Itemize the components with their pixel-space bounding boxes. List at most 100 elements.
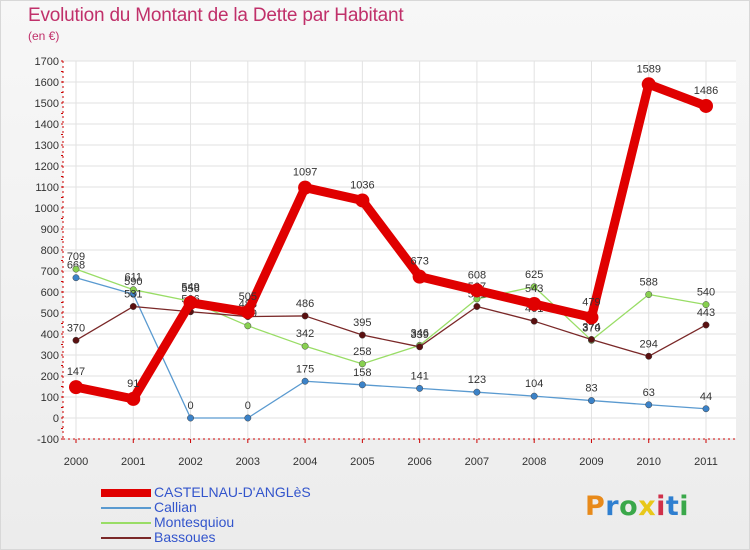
data-label-castelnau-d-angl-s: 608 [468,269,486,281]
data-point-montesquiou [702,301,710,309]
legend-label-bassoues: Bassoues [154,529,216,545]
data-point-callian [358,381,366,389]
data-point-callian [301,377,309,385]
data-label-montesquiou: 342 [296,328,314,340]
y-tick-label: 1200 [35,161,59,173]
y-tick-label: 0 [53,413,59,425]
y-tick-label: 300 [41,350,59,362]
data-label-castelnau-d-angl-s: 1589 [636,63,660,75]
y-tick-label: 100 [41,392,59,404]
y-tick-label: 1700 [35,56,59,68]
y-tick-label: 1600 [35,77,59,89]
x-tick-label: 2011 [694,456,718,468]
data-point-castelnau-d-angl-s [527,296,542,311]
x-tick-label: 2002 [178,456,202,468]
legend-swatch-callian [101,506,151,509]
data-label-callian: 83 [585,383,597,395]
y-tick-label: 1100 [35,182,59,194]
data-point-montesquiou [72,265,80,273]
data-label-callian: 0 [245,400,251,412]
data-point-castelnau-d-angl-s [183,295,198,310]
data-label-bassoues: 395 [353,317,371,329]
data-point-castelnau-d-angl-s [641,77,656,92]
legend-label-castelnau: CASTELNAU-D'ANGLèS [154,484,311,500]
data-point-callian [588,397,595,405]
y-tick-label: 1300 [35,140,59,152]
chart-title: Evolution du Montant de la Dette par Hab… [28,5,404,26]
data-label-montesquiou: 625 [525,269,543,281]
legend-label-montesquiou: Montesquiou [154,514,235,530]
data-label-bassoues: 486 [296,298,314,310]
data-label-bassoues: 443 [697,307,715,319]
data-point-castelnau-d-angl-s [69,380,83,395]
data-label-callian: 141 [410,370,428,382]
data-label-callian: 44 [700,391,712,403]
data-point-castelnau-d-angl-s [412,269,427,284]
x-tick-label: 2010 [636,456,660,468]
y-tick-label: 400 [41,329,59,341]
y-tick-label: 1400 [35,119,59,131]
y-tick-label: 800 [41,245,59,257]
data-label-castelnau-d-angl-s: 91 [127,378,139,390]
data-point-callian [416,384,424,392]
data-label-montesquiou: 370 [582,322,600,334]
data-label-castelnau-d-angl-s: 543 [525,283,543,295]
data-label-montesquiou: 346 [410,327,428,339]
data-label-callian: 0 [187,400,193,412]
data-point-bassoues [358,331,366,339]
data-label-bassoues: 374 [582,321,600,333]
data-point-castelnau-d-angl-s [699,98,713,113]
y-tick-label: 1000 [35,203,59,215]
data-label-castelnau-d-angl-s: 479 [582,296,600,308]
data-label-bassoues: 531 [124,288,142,300]
logo-letter: P [585,491,606,522]
logo-letter: o [619,491,639,522]
y-tick-label: -100 [37,434,59,446]
x-tick-label: 2006 [407,456,431,468]
data-label-bassoues: 339 [410,329,428,341]
data-point-montesquiou [129,286,137,294]
series-line-montesquiou [75,268,707,365]
data-label-montesquiou: 556 [181,283,199,295]
x-tick-label: 2003 [236,456,260,468]
data-label-callian: 104 [525,378,543,390]
data-point-callian [187,414,194,422]
y-tick-label: 500 [41,308,59,320]
data-label-castelnau-d-angl-s: 1097 [293,167,317,179]
x-tick-label: 2009 [579,456,603,468]
series-line-callian [75,277,707,419]
data-point-montesquiou [645,291,653,298]
x-tick-label: 2008 [522,456,546,468]
legend-label-callian: Callian [154,499,197,515]
proxiti-logo: Proxiti [585,491,689,522]
chart-subtitle: (en €) [28,29,60,43]
data-label-montesquiou: 611 [124,272,142,284]
data-point-bassoues [645,352,653,360]
data-point-bassoues [129,303,137,310]
logo-letter: i [656,491,666,522]
data-point-montesquiou [358,360,366,368]
legend-swatch-castelnau [101,488,151,497]
x-tick-label: 2007 [465,456,489,468]
data-label-bassoues: 370 [67,322,85,334]
data-label-castelnau-d-angl-s: 1036 [350,179,374,191]
series-line-castelnau-d-angl-s [71,79,711,404]
data-point-montesquiou [530,283,538,291]
y-tick-label: 200 [41,371,59,383]
x-tick-label: 2000 [64,456,88,468]
data-label-castelnau-d-angl-s: 147 [67,366,85,378]
data-label-montesquiou: 709 [67,251,85,263]
data-point-callian [473,388,481,396]
data-label-montesquiou: 258 [353,346,371,358]
logo-letter: r [605,491,620,522]
data-label-callian: 63 [643,387,655,399]
x-tick-label: 2004 [293,456,317,468]
data-point-callian [702,405,710,413]
data-point-castelnau-d-angl-s [469,283,484,298]
data-label-montesquiou: 540 [697,287,715,299]
x-tick-label: 2005 [350,456,374,468]
data-point-callian [645,401,653,409]
data-point-callian [530,392,538,400]
y-tick-label: 1500 [35,98,59,110]
